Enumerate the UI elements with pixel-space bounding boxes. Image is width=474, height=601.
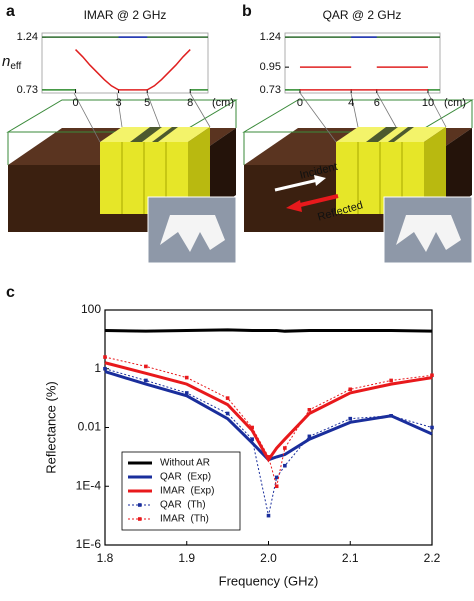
qar-structure	[243, 99, 473, 264]
y-tick-label: 0.01	[78, 420, 102, 434]
marker	[103, 355, 107, 359]
y-axis-label: neff	[2, 53, 22, 72]
plot-frame	[284, 32, 441, 94]
series-line	[104, 368, 433, 516]
series-line	[104, 361, 433, 463]
legend-label: Without AR	[160, 458, 210, 469]
x-tick-label: 6	[374, 97, 380, 109]
inset-title: QAR @ 2 GHz	[323, 8, 402, 22]
x-tick-label: 1.9	[178, 551, 195, 565]
x-tick-label: 2.0	[260, 551, 277, 565]
series-line	[104, 356, 433, 487]
legend-label: IMAR (Th)	[160, 514, 209, 525]
x-tick-label: 3	[115, 97, 121, 109]
marker	[144, 364, 148, 369]
marker	[348, 416, 353, 421]
x-unit-label: (cm)	[444, 97, 466, 109]
legend-label: IMAR (Exp)	[160, 486, 214, 497]
series-line	[146, 49, 191, 91]
marker	[389, 414, 393, 418]
y-label-sub: eff	[10, 61, 21, 72]
x-tick-label: 5	[144, 97, 150, 109]
marker	[266, 513, 271, 518]
marker	[250, 437, 254, 441]
marker	[283, 463, 287, 468]
x-tick-label: 10	[422, 97, 434, 109]
marker	[103, 366, 107, 371]
legend-label: QAR (Exp)	[160, 472, 211, 483]
y-tick-label: 100	[81, 302, 101, 316]
marker	[430, 373, 434, 378]
x-tick-label: 2.1	[342, 551, 359, 565]
y-tick-label: 1E-6	[76, 537, 102, 551]
marker	[225, 411, 230, 416]
marker	[250, 425, 254, 430]
x-tick-label: 1.8	[97, 551, 114, 565]
marker	[307, 434, 312, 439]
series-line	[104, 370, 433, 462]
y-tick-label: 0.73	[17, 84, 38, 96]
y-tick-label: 1E-4	[76, 478, 102, 492]
panel-label: c	[6, 284, 15, 301]
plot-frame	[41, 32, 209, 94]
series-line	[75, 49, 119, 91]
x-tick-label: 8	[187, 97, 193, 109]
connectors	[73, 92, 447, 143]
y-axis-label: Reflectance (%)	[43, 381, 58, 473]
marker	[430, 425, 434, 430]
series-line	[104, 328, 433, 333]
y-tick-label: 0.73	[260, 84, 281, 96]
y-tick-label: 0.95	[260, 61, 281, 73]
y-tick-label: 1	[94, 361, 101, 375]
y-tick-label: 1.24	[260, 31, 281, 43]
x-tick-label: 0	[297, 97, 303, 109]
x-tick-label: 4	[348, 97, 354, 109]
panel-label: b	[242, 3, 252, 20]
marker	[274, 484, 279, 489]
marker	[266, 455, 271, 459]
legend-marker	[138, 503, 142, 507]
x-tick-label: 0	[72, 97, 78, 109]
marker	[274, 475, 279, 480]
marker	[144, 378, 148, 383]
inset-title: IMAR @ 2 GHz	[84, 8, 167, 22]
marker	[184, 391, 189, 395]
y-tick-label: 1.24	[17, 31, 38, 43]
x-unit-label: (cm)	[212, 97, 234, 109]
panel-label: a	[6, 3, 15, 20]
marker	[184, 375, 189, 380]
marker	[225, 396, 230, 400]
marker	[389, 378, 393, 383]
marker	[348, 387, 353, 392]
marker	[307, 408, 312, 412]
marker	[283, 446, 287, 450]
x-axis-label: Frequency (GHz)	[219, 573, 319, 588]
arrows	[274, 175, 339, 212]
legend-marker	[138, 517, 142, 521]
x-tick-label: 2.2	[424, 551, 441, 565]
y-label-main: n	[2, 53, 10, 70]
legend-label: QAR (Th)	[160, 500, 206, 511]
